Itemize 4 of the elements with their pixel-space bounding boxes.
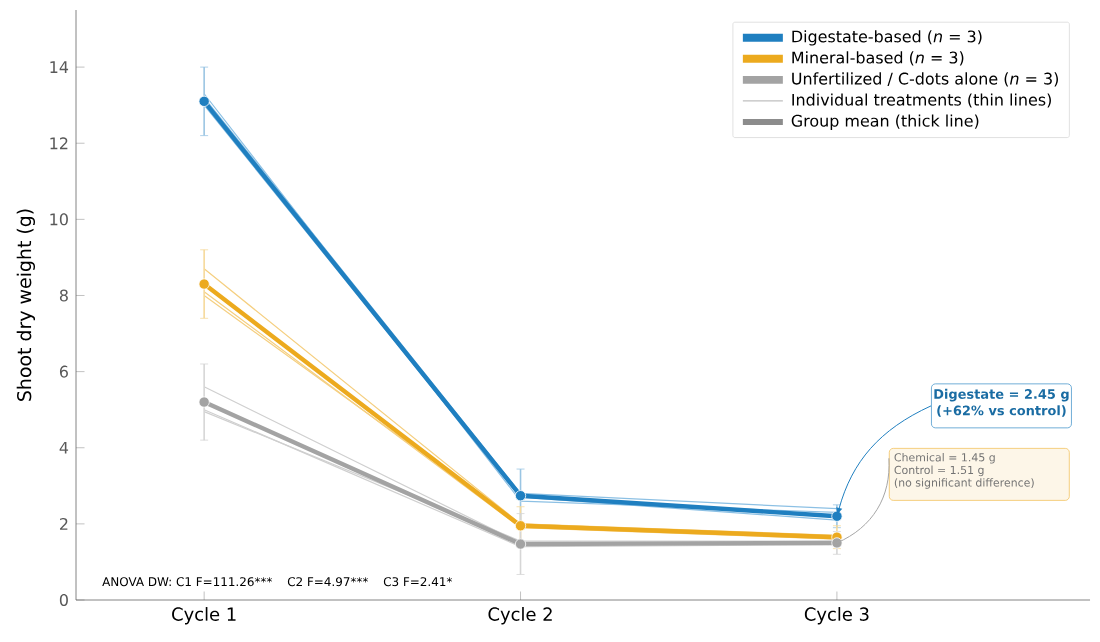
- x-tick-label: Cycle 2: [488, 607, 552, 625]
- x-tick-label: Cycle 3: [804, 607, 869, 625]
- x-tick-label: Cycle 1: [172, 607, 236, 625]
- y-axis-title: Shoot dry weight (g): [16, 209, 36, 401]
